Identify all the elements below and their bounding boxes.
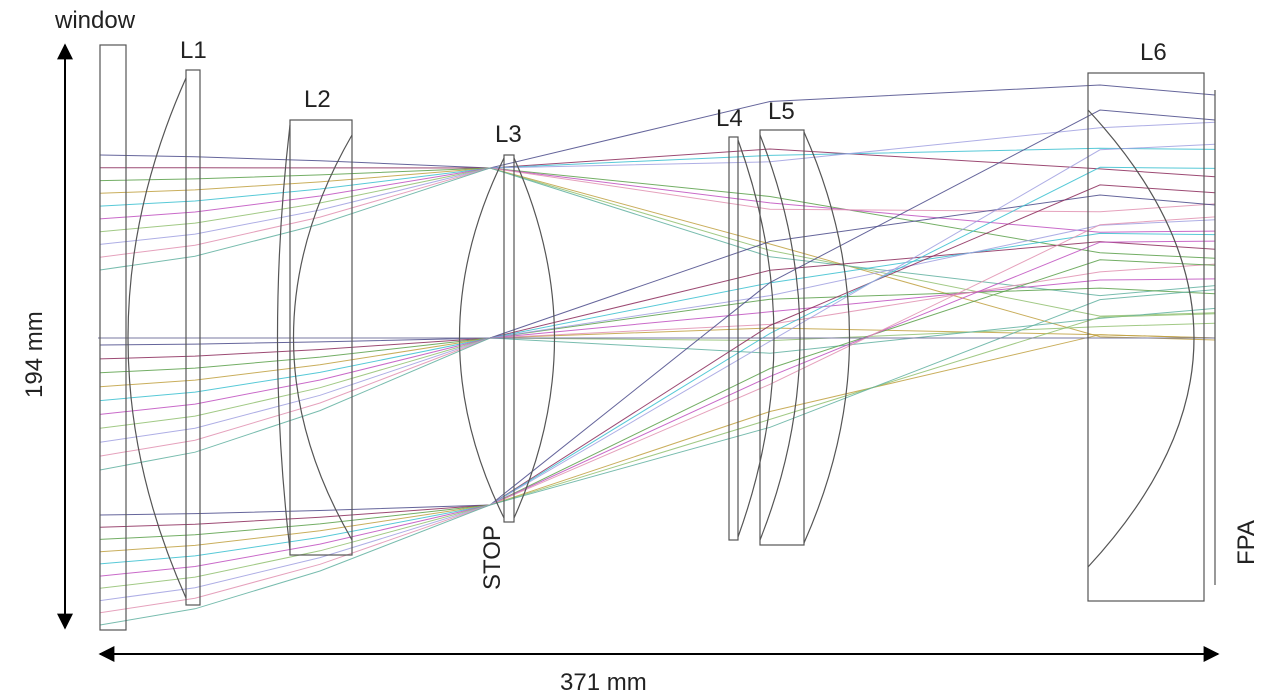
lens-l5	[759, 129, 850, 546]
ray	[99, 322, 1216, 429]
ray	[99, 84, 1216, 169]
ray	[99, 307, 1216, 471]
label-l3: L3	[495, 121, 522, 148]
label-l1: L1	[180, 37, 207, 64]
lens-l4	[728, 136, 775, 541]
ray	[99, 289, 1216, 626]
label-l2: L2	[304, 86, 331, 113]
ray	[99, 219, 1216, 443]
label-length: 371 mm	[560, 669, 647, 696]
ray	[99, 263, 1216, 457]
ray	[99, 232, 1216, 402]
ray	[99, 241, 1216, 360]
label-window: window	[54, 7, 136, 34]
window-element	[99, 44, 127, 631]
ray	[99, 313, 1216, 589]
ray	[99, 240, 1216, 577]
ray	[99, 287, 1216, 374]
ray	[99, 334, 1216, 553]
ray	[99, 166, 1216, 565]
lens-l2	[276, 119, 353, 556]
ray	[99, 167, 1216, 297]
label-l5: L5	[768, 98, 795, 125]
ray	[99, 167, 1216, 317]
lens-l1	[127, 69, 201, 606]
ray	[99, 327, 1216, 388]
label-stop: STOP	[479, 525, 506, 590]
label-height: 194 mm	[21, 311, 48, 398]
ray	[99, 121, 1216, 245]
ray	[99, 167, 1216, 233]
label-fpa: FPA	[1233, 520, 1260, 565]
ray	[100, 148, 1216, 178]
label-l6: L6	[1140, 39, 1167, 66]
lens-l3	[458, 154, 556, 523]
label-l4: L4	[716, 105, 743, 132]
lens-l6	[1087, 72, 1205, 602]
ray-bundle-group	[99, 84, 1216, 626]
